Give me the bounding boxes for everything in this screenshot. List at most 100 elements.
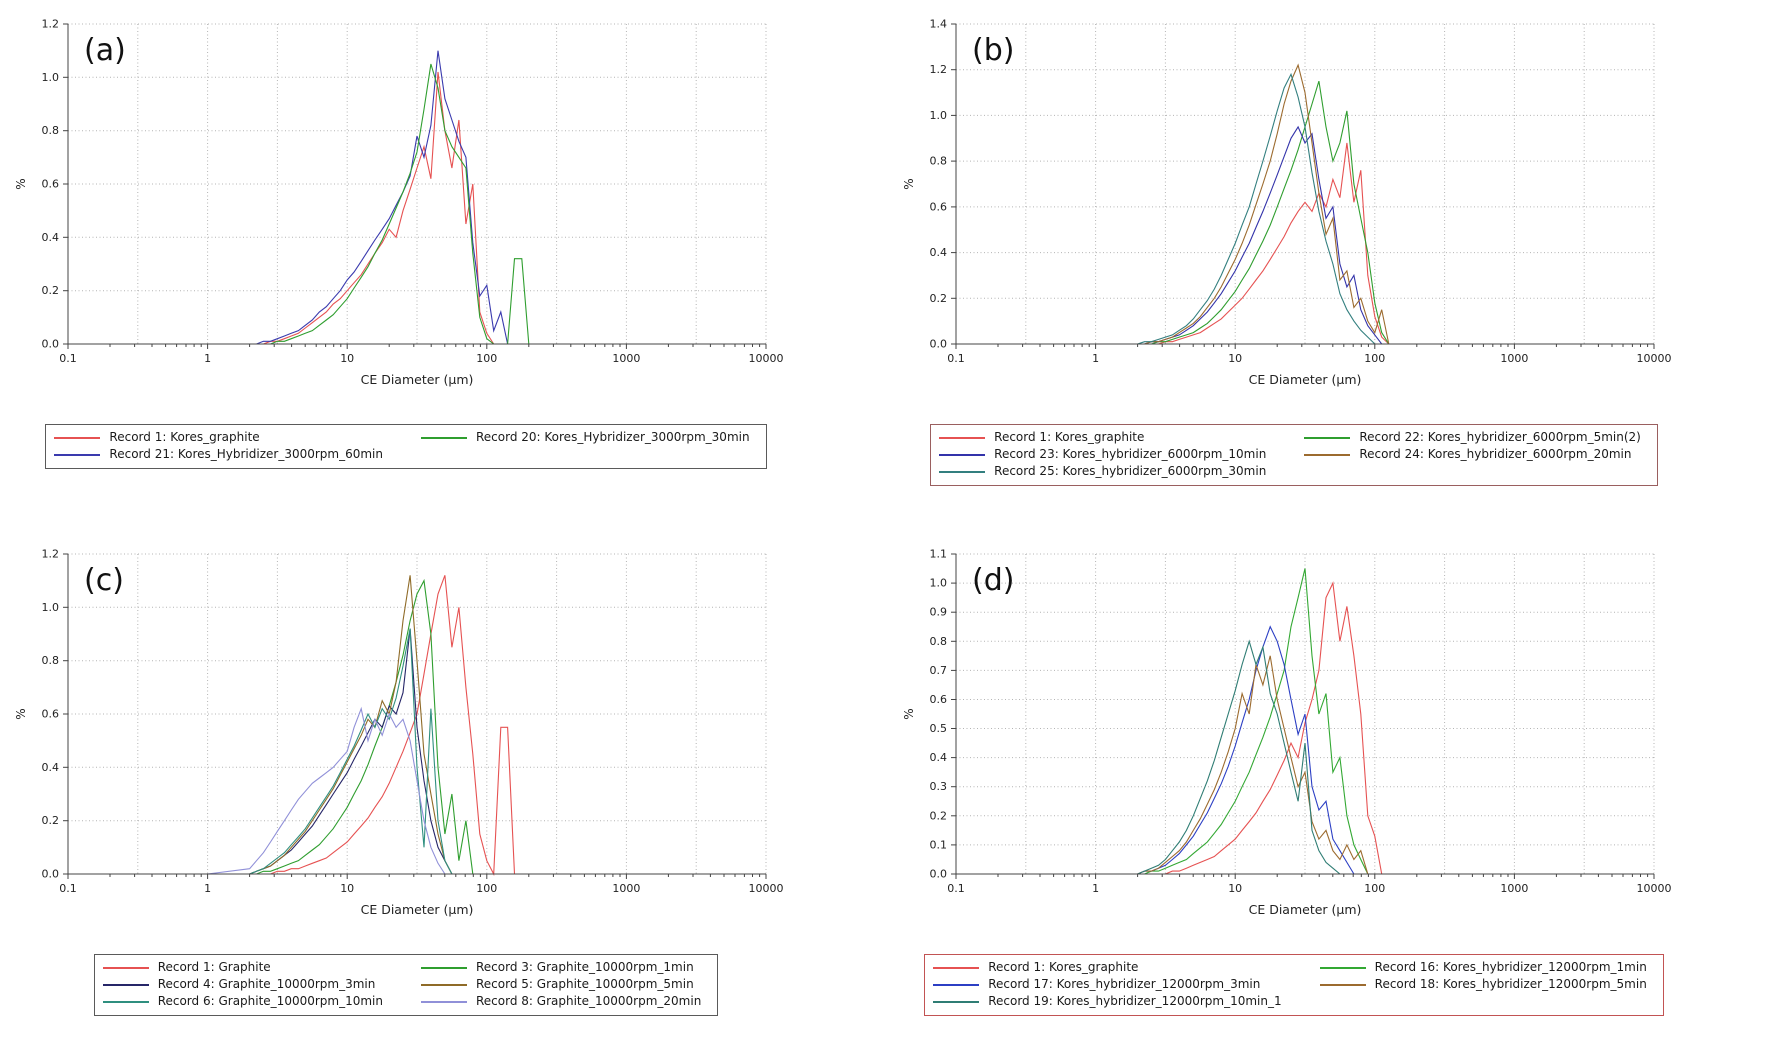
legend-entry: Record 1: Graphite — [102, 959, 383, 976]
legend-line-swatch — [421, 966, 467, 969]
legend-line-swatch — [421, 436, 467, 439]
legend-line-swatch — [54, 436, 101, 439]
series-line-1 — [956, 80, 1515, 345]
legend-entry: Record 5: Graphite_10000rpm_5min — [421, 976, 701, 993]
panel-letter: (a) — [84, 33, 126, 68]
tick-labels: 0.1 1 10 100 1000 10000 0.0 0.2 0.4 0.6 0.8 1.0 1.2 — [42, 18, 784, 366]
legend-line-swatch — [933, 966, 980, 969]
legend-entry: Record 17: Kores_hybridizer_12000rpm_3mi… — [933, 976, 1281, 993]
legend-entry: Record 4: Graphite_10000rpm_3min — [102, 976, 383, 993]
legend-series-name: Record 6: Graphite_10000rpm_10min — [157, 994, 383, 1008]
legend-line-swatch — [421, 983, 467, 986]
legend-series-name: Record 1: Kores_graphite — [988, 960, 1139, 974]
legend-entry: Record 1: Kores_graphite — [939, 429, 1266, 446]
legend-column: Record 1: Kores_graphite Record 21: Kores… — [54, 429, 383, 463]
panel-c: 0.1 1 10 100 1000 10000 0.0 0.2 0.4 0.6 0.8 1.0 1.2 C… — [0, 530, 888, 1061]
y-axis-label: % — [902, 708, 916, 719]
legend-series-name: Record 3: Graphite_10000rpm_1min — [476, 960, 694, 974]
x-tick-label: 0.1 — [947, 882, 965, 895]
legend-series-name: Record 24: Kores_hybridizer_6000rpm_20mi… — [1359, 447, 1632, 461]
legend-line-swatch — [939, 436, 986, 439]
legend-line-swatch — [1319, 966, 1366, 969]
legend-line-swatch — [1304, 436, 1351, 439]
y-tick-label: 1.0 — [930, 577, 948, 590]
x-tick-label: 10000 — [749, 882, 784, 895]
legend-entry: Record 21: Kores_Hybridizer_3000rpm_60mi… — [54, 446, 383, 463]
legend-a: Record 1: Kores_graphite Record 21: Kores… — [45, 424, 767, 469]
series-line-0 — [68, 575, 627, 877]
y-tick-label: 0.6 — [42, 708, 60, 721]
legend-series-name: Record 1: Kores_graphite — [994, 430, 1145, 444]
series-line-0 — [956, 581, 1515, 875]
x-tick-label: 10 — [340, 352, 354, 365]
legend-series-name: Record 16: Kores_hybridizer_12000rpm_1mi… — [1374, 960, 1647, 974]
y-tick-label: 0.4 — [42, 761, 60, 774]
y-tick-label: 0.3 — [930, 780, 948, 793]
legend-series-name: Record 22: Kores_hybridizer_6000rpm_5min… — [1359, 430, 1641, 444]
x-tick-label: 1 — [204, 352, 211, 365]
y-axis-label: % — [14, 178, 28, 189]
x-tick-label: 100 — [1364, 882, 1385, 895]
legend-b: Record 1: Kores_graphite Record 23: Kores… — [930, 424, 1658, 486]
series-line-4 — [956, 72, 1515, 345]
panel-letter: (d) — [972, 563, 1014, 598]
y-tick-label: 0.8 — [42, 654, 60, 667]
y-tick-label: 0.9 — [930, 606, 948, 619]
chart-background — [898, 8, 1690, 396]
x-axis-label: CE Diameter (µm) — [361, 902, 474, 917]
panel-b: 0.1 1 10 100 1000 10000 0.0 0.2 0.4 0.6 0.8 1.0 1.2 1… — [888, 0, 1777, 530]
y-tick-label: 1.2 — [42, 18, 60, 31]
x-tick-label: 0.1 — [59, 882, 77, 895]
legend-entry: Record 25: Kores_hybridizer_6000rpm_30mi… — [939, 463, 1266, 480]
legend-entry: Record 1: Kores_graphite — [54, 429, 383, 446]
x-tick-label: 10 — [1228, 352, 1242, 365]
chart-background — [10, 538, 802, 926]
x-tick-label: 10000 — [1637, 352, 1672, 365]
y-tick-label: 0.4 — [42, 231, 60, 244]
series-line-0 — [956, 142, 1515, 345]
y-tick-label: 1.0 — [930, 109, 948, 122]
legend-column: Record 16: Kores_hybridizer_12000rpm_1mi… — [1319, 959, 1647, 1010]
y-tick-label: 0.6 — [42, 178, 60, 191]
axes — [63, 553, 767, 879]
legend-series-name: Record 19: Kores_hybridizer_12000rpm_10m… — [988, 994, 1282, 1008]
y-tick-label: 0.4 — [930, 751, 948, 764]
series-lines — [956, 63, 1515, 345]
y-tick-label: 0.0 — [42, 338, 60, 351]
x-tick-label: 1 — [1092, 352, 1099, 365]
legend-line-swatch — [933, 1000, 980, 1003]
x-tick-label: 1 — [1092, 882, 1099, 895]
legend-entry: Record 8: Graphite_10000rpm_20min — [421, 993, 701, 1010]
chart-background — [898, 538, 1690, 926]
legend-column: Record 20: Kores_Hybridizer_3000rpm_30mi… — [421, 429, 750, 463]
panel-letter: (b) — [972, 33, 1014, 68]
y-tick-label: 0.0 — [42, 868, 60, 881]
legend-line-swatch — [102, 1000, 149, 1003]
legend-wrap-c: Record 1: Graphite Record 4: Graphite_100… — [10, 954, 802, 1016]
legend-entry: Record 6: Graphite_10000rpm_10min — [102, 993, 383, 1010]
x-tick-label: 100 — [476, 882, 497, 895]
chart-b: 0.1 1 10 100 1000 10000 0.0 0.2 0.4 0.6 0.8 1.0 1.2 1… — [898, 8, 1690, 396]
axes — [951, 23, 1655, 349]
y-axis-label: % — [902, 178, 916, 189]
legend-line-swatch — [102, 983, 149, 986]
legend-entry: Record 19: Kores_hybridizer_12000rpm_10m… — [933, 993, 1282, 1010]
legend-entry: Record 3: Graphite_10000rpm_1min — [421, 959, 701, 976]
y-tick-label: 0.7 — [930, 664, 948, 677]
y-tick-label: 1.4 — [930, 18, 948, 31]
tick-labels: 0.1 1 10 100 1000 10000 0.0 0.2 0.4 0.6 0.8 1.0 1.2 — [42, 548, 784, 896]
legend-wrap-a: Record 1: Kores_graphite Record 21: Kores… — [10, 424, 802, 469]
x-tick-label: 1 — [204, 882, 211, 895]
gridlines — [67, 23, 767, 345]
legend-entry: Record 18: Kores_hybridizer_12000rpm_5mi… — [1319, 976, 1647, 993]
panel-a: 0.1 1 10 100 1000 10000 0.0 0.2 0.4 0.6 0.8 1.0 1.2 C… — [0, 0, 888, 530]
series-line-2 — [68, 63, 627, 345]
x-tick-label: 1000 — [612, 352, 640, 365]
legend-line-swatch — [54, 453, 101, 456]
legend-series-name: Record 1: Graphite — [157, 960, 271, 974]
legend-series-name: Record 17: Kores_hybridizer_12000rpm_3mi… — [988, 977, 1261, 991]
y-tick-label: 0.2 — [42, 814, 60, 827]
y-axis-label: % — [14, 708, 28, 719]
legend-series-name: Record 5: Graphite_10000rpm_5min — [476, 977, 694, 991]
